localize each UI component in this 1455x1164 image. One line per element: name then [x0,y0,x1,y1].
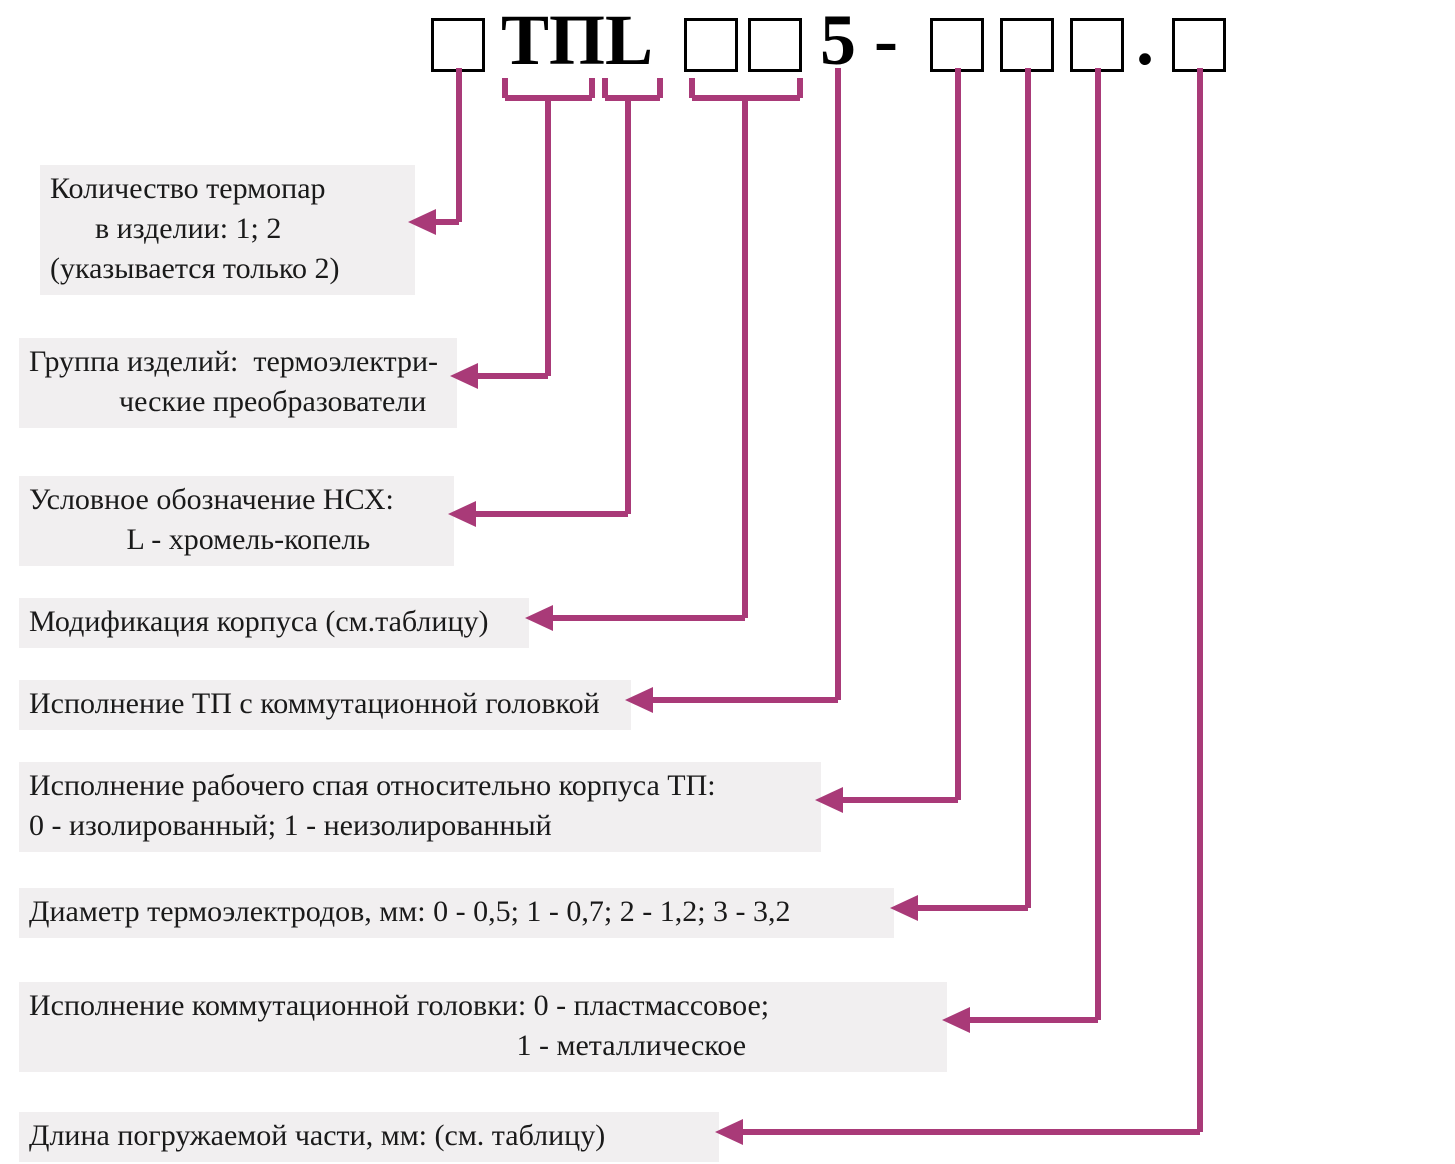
code-text-dash: - [874,4,898,76]
placeholder-box-5 [1000,18,1054,72]
code-header [431,6,485,76]
desc-l5: Исполнение ТП с коммутационной головкой [19,680,631,730]
desc-l6: Исполнение рабочего спая относительно ко… [19,762,821,852]
placeholder-box-2 [684,18,738,72]
code-text-tpl: ТПL [501,4,653,76]
code-text-5: 5 [820,4,856,76]
desc-l9: Длина погружаемой части, мм: (см. таблиц… [19,1112,719,1162]
diagram-stage: ТПL 5 - . Количество термопар в изделии:… [0,0,1455,1164]
desc-l4: Модификация корпуса (см.таблицу) [19,598,529,648]
desc-l1: Количество термопар в изделии: 1; 2 (ука… [40,165,415,295]
placeholder-box-3 [748,18,802,72]
desc-l2: Группа изделий: термоэлектри- ческие пре… [19,338,457,428]
desc-l7: Диаметр термоэлектродов, мм: 0 - 0,5; 1 … [19,888,894,938]
placeholder-box-6 [1070,18,1124,72]
placeholder-box-4 [930,18,984,72]
code-text-dot: . [1136,4,1154,76]
desc-l8: Исполнение коммутационной головки: 0 - п… [19,982,947,1072]
placeholder-box-1 [431,18,485,72]
placeholder-box-7 [1172,18,1226,72]
desc-l3: Условное обозначение НСХ: L - хромель-ко… [19,476,454,566]
